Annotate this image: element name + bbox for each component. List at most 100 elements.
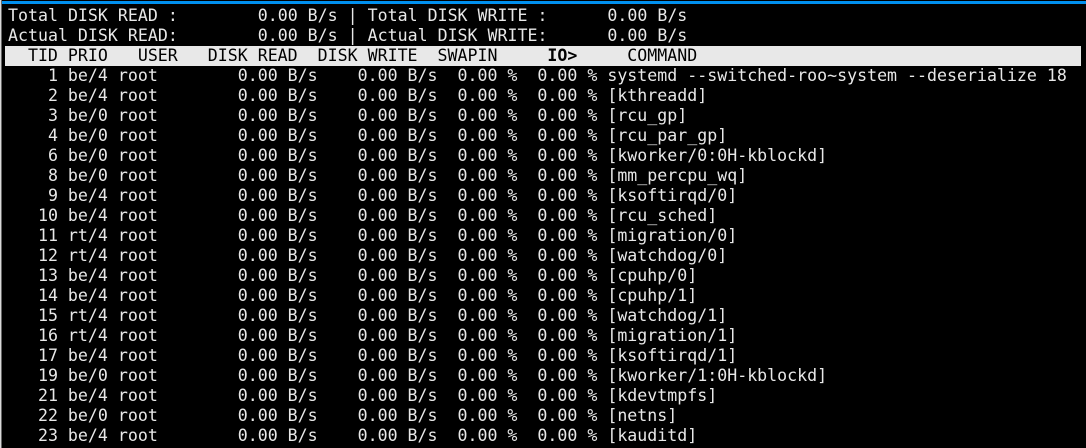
disk-write-cell: 0.00 B/s bbox=[357, 286, 438, 305]
process-row: 8 be/0 root 0.00 B/s 0.00 B/s 0.00 % 0.0… bbox=[8, 166, 1086, 186]
disk-write-cell: 0.00 B/s bbox=[357, 66, 438, 85]
disk-read-cell: 0.00 B/s bbox=[237, 166, 318, 185]
io-cell: 0.00 % bbox=[537, 326, 598, 345]
tid-cell: 12 bbox=[37, 246, 58, 265]
io-cell: 0.00 % bbox=[537, 426, 598, 445]
tid-cell: 15 bbox=[37, 306, 58, 325]
prio-cell: rt/4 bbox=[67, 306, 108, 325]
swapin-cell: 0.00 % bbox=[457, 286, 518, 305]
column-separator: | bbox=[347, 26, 358, 45]
command-cell: [netns] bbox=[607, 406, 678, 425]
disk-write-cell: 0.00 B/s bbox=[357, 186, 438, 205]
io-cell: 0.00 % bbox=[537, 406, 598, 425]
disk-write-cell: 0.00 B/s bbox=[357, 126, 438, 145]
process-row: 13 be/4 root 0.00 B/s 0.00 B/s 0.00 % 0.… bbox=[8, 266, 1086, 286]
command-cell: systemd --switched-roo~system --deserial… bbox=[607, 66, 1067, 85]
user-cell: root bbox=[117, 146, 158, 165]
io-cell: 0.00 % bbox=[537, 166, 598, 185]
io-cell: 0.00 % bbox=[537, 106, 598, 125]
swapin-cell: 0.00 % bbox=[457, 206, 518, 225]
disk-write-cell: 0.00 B/s bbox=[357, 306, 438, 325]
command-cell: [rcu_par_gp] bbox=[607, 126, 728, 145]
prio-cell: be/0 bbox=[67, 406, 108, 425]
disk-read-cell: 0.00 B/s bbox=[237, 406, 318, 425]
total-disk-write-value: 0.00 B/s bbox=[607, 6, 688, 25]
command-cell: [rcu_gp] bbox=[607, 106, 688, 125]
tid-cell: 3 bbox=[47, 106, 58, 125]
header-disk-write: DISK WRITE bbox=[317, 46, 418, 65]
total-disk-read-value: 0.00 B/s bbox=[257, 6, 338, 25]
header-tid: TID bbox=[27, 46, 58, 65]
prio-cell: rt/4 bbox=[67, 226, 108, 245]
disk-read-cell: 0.00 B/s bbox=[237, 226, 318, 245]
user-cell: root bbox=[117, 186, 158, 205]
user-cell: root bbox=[117, 66, 158, 85]
header-disk-read: DISK READ bbox=[207, 46, 298, 65]
window-left-edge bbox=[0, 0, 2, 448]
tid-cell: 23 bbox=[37, 426, 58, 445]
tid-cell: 16 bbox=[37, 326, 58, 345]
process-row: 10 be/4 root 0.00 B/s 0.00 B/s 0.00 % 0.… bbox=[8, 206, 1086, 226]
command-cell: [watchdog/0] bbox=[607, 246, 728, 265]
swapin-cell: 0.00 % bbox=[457, 106, 518, 125]
user-cell: root bbox=[117, 426, 158, 445]
tid-cell: 10 bbox=[37, 206, 58, 225]
user-cell: root bbox=[117, 386, 158, 405]
command-cell: [cpuhp/0] bbox=[607, 266, 698, 285]
user-cell: root bbox=[117, 226, 158, 245]
disk-read-cell: 0.00 B/s bbox=[237, 286, 318, 305]
user-cell: root bbox=[117, 206, 158, 225]
swapin-cell: 0.00 % bbox=[457, 166, 518, 185]
process-row: 23 be/4 root 0.00 B/s 0.00 B/s 0.00 % 0.… bbox=[8, 426, 1086, 446]
prio-cell: be/4 bbox=[67, 186, 108, 205]
user-cell: root bbox=[117, 366, 158, 385]
disk-read-cell: 0.00 B/s bbox=[237, 86, 318, 105]
total-disk-write-label: Total DISK WRITE : bbox=[367, 6, 548, 25]
swapin-cell: 0.00 % bbox=[457, 126, 518, 145]
disk-read-cell: 0.00 B/s bbox=[237, 386, 318, 405]
io-cell: 0.00 % bbox=[537, 226, 598, 245]
process-row: 22 be/0 root 0.00 B/s 0.00 B/s 0.00 % 0.… bbox=[8, 406, 1086, 426]
user-cell: root bbox=[117, 266, 158, 285]
tid-cell: 6 bbox=[47, 146, 58, 165]
disk-read-cell: 0.00 B/s bbox=[237, 426, 318, 445]
prio-cell: rt/4 bbox=[67, 246, 108, 265]
io-cell: 0.00 % bbox=[537, 306, 598, 325]
disk-read-cell: 0.00 B/s bbox=[237, 266, 318, 285]
user-cell: root bbox=[117, 286, 158, 305]
disk-read-cell: 0.00 B/s bbox=[237, 306, 318, 325]
disk-write-cell: 0.00 B/s bbox=[357, 226, 438, 245]
tid-cell: 4 bbox=[47, 126, 58, 145]
swapin-cell: 0.00 % bbox=[457, 246, 518, 265]
process-row: 2 be/4 root 0.00 B/s 0.00 B/s 0.00 % 0.0… bbox=[8, 86, 1086, 106]
disk-write-cell: 0.00 B/s bbox=[357, 426, 438, 445]
command-cell: [ksoftirqd/1] bbox=[607, 346, 738, 365]
process-row: 17 be/4 root 0.00 B/s 0.00 B/s 0.00 % 0.… bbox=[8, 346, 1086, 366]
command-cell: [ksoftirqd/0] bbox=[607, 186, 738, 205]
user-cell: root bbox=[117, 126, 158, 145]
prio-cell: be/0 bbox=[67, 106, 108, 125]
prio-cell: be/4 bbox=[67, 86, 108, 105]
command-cell: [kauditd] bbox=[607, 426, 698, 445]
io-cell: 0.00 % bbox=[537, 346, 598, 365]
command-cell: [migration/1] bbox=[607, 326, 738, 345]
header-io-sort: IO> bbox=[547, 46, 578, 65]
process-row: 14 be/4 root 0.00 B/s 0.00 B/s 0.00 % 0.… bbox=[8, 286, 1086, 306]
prio-cell: be/4 bbox=[67, 386, 108, 405]
swapin-cell: 0.00 % bbox=[457, 66, 518, 85]
tid-cell: 13 bbox=[37, 266, 58, 285]
user-cell: root bbox=[117, 106, 158, 125]
iotop-output: Total DISK READ : 0.00 B/s | Total DISK WRI… bbox=[5, 6, 1086, 446]
disk-read-cell: 0.00 B/s bbox=[237, 66, 318, 85]
process-row: 16 rt/4 root 0.00 B/s 0.00 B/s 0.00 % 0.… bbox=[8, 326, 1086, 346]
tid-cell: 11 bbox=[37, 226, 58, 245]
disk-write-cell: 0.00 B/s bbox=[357, 206, 438, 225]
process-row: 6 be/0 root 0.00 B/s 0.00 B/s 0.00 % 0.0… bbox=[8, 146, 1086, 166]
process-row: 19 be/0 root 0.00 B/s 0.00 B/s 0.00 % 0.… bbox=[8, 366, 1086, 386]
disk-write-cell: 0.00 B/s bbox=[357, 386, 438, 405]
disk-read-cell: 0.00 B/s bbox=[237, 246, 318, 265]
disk-write-cell: 0.00 B/s bbox=[357, 346, 438, 365]
total-disk-read-label: Total DISK READ : bbox=[8, 6, 178, 25]
disk-read-cell: 0.00 B/s bbox=[237, 206, 318, 225]
